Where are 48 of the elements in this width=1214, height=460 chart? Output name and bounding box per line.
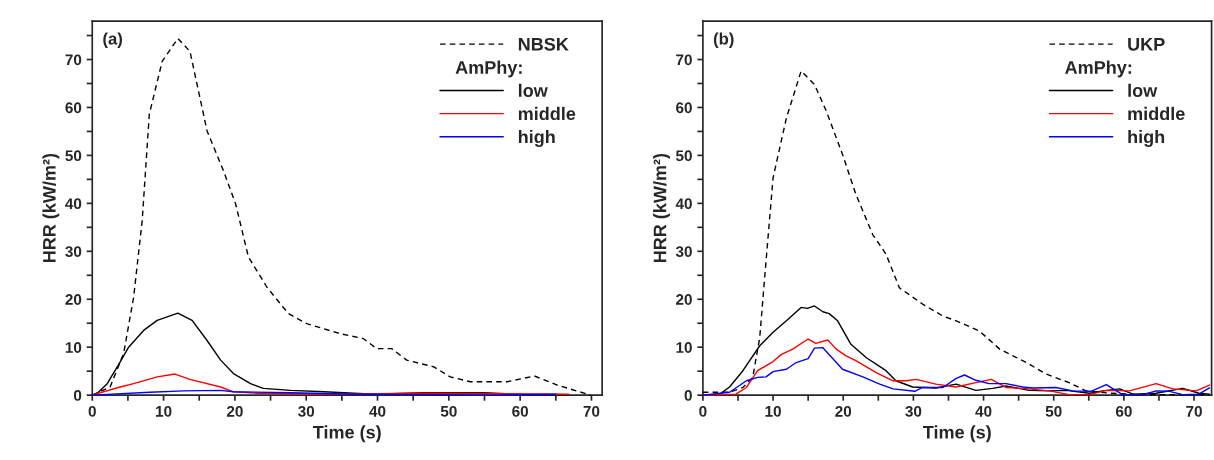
x-tick-label: 20: [835, 405, 852, 417]
y-tick-label: 10: [65, 342, 82, 353]
x-tick-label: 10: [765, 405, 781, 417]
legend-label: middle: [1128, 106, 1185, 121]
y-axis-title: HRR (kW/m²): [653, 153, 670, 263]
y-tick-label: 10: [676, 342, 692, 353]
x-tick-label: 20: [226, 405, 243, 417]
y-axis-title: HRR (kW/m²): [42, 153, 60, 263]
legend-label: high: [518, 130, 555, 147]
x-tick-label: 50: [1045, 405, 1062, 417]
legend-label: UKP: [1128, 38, 1165, 51]
y-tick-label: 70: [65, 54, 82, 66]
y-tick-label: 0: [684, 390, 692, 401]
text: (a): [103, 32, 122, 48]
x-tick-label: 30: [905, 405, 922, 417]
legend-title: AmPhy:: [1065, 60, 1132, 78]
x-tick-label: 40: [975, 405, 992, 417]
y-tick-label: 0: [73, 390, 82, 401]
x-tick-label: 0: [699, 405, 707, 417]
legend-label: high: [1128, 130, 1165, 147]
legend-label: NBSK: [518, 37, 569, 51]
y-tick-label: 70: [676, 54, 692, 66]
x-tick-label: 60: [1115, 405, 1132, 417]
legend-label: middle: [518, 106, 576, 121]
text: (b): [713, 32, 734, 48]
legend-label: low: [1128, 83, 1158, 97]
x-tick-label: 70: [583, 405, 600, 417]
legend-label: low: [518, 83, 548, 97]
y-tick-label: 30: [675, 246, 692, 258]
x-tick-label: 30: [298, 405, 315, 417]
y-tick-label: 40: [65, 198, 82, 210]
y-tick-label: 60: [676, 102, 692, 114]
y-tick-label: 50: [675, 150, 692, 162]
x-tick-label: 50: [440, 405, 457, 417]
y-tick-label: 20: [65, 294, 82, 305]
y-tick-label: 30: [65, 246, 82, 258]
legend-title: AmPhy:: [455, 60, 522, 78]
x-axis-title: Time (s): [922, 425, 991, 443]
x-axis-title: Time (s): [312, 425, 381, 443]
y-tick-label: 20: [676, 294, 692, 305]
y-tick-label: 40: [675, 198, 692, 210]
y-tick-label: 60: [65, 102, 82, 114]
y-tick-label: 50: [65, 150, 82, 162]
x-tick-label: 10: [156, 405, 172, 417]
x-tick-label: 70: [1186, 405, 1202, 417]
x-tick-label: 0: [88, 405, 96, 417]
x-tick-label: 60: [512, 405, 529, 417]
x-tick-label: 40: [369, 405, 386, 417]
